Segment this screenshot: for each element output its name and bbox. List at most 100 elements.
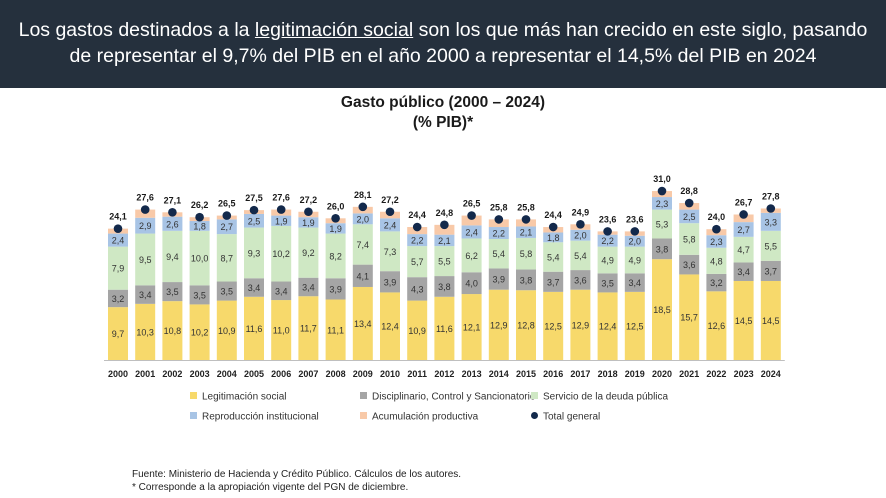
bar-segment-4-2000: [108, 233, 128, 247]
data-label: 2,5: [248, 216, 261, 226]
data-label: 3,7: [547, 277, 560, 287]
legend-label-1: Legitimación social: [202, 392, 287, 403]
bar-segment-3-2024: [760, 230, 781, 261]
bar-segment-2-2006: [271, 281, 292, 301]
x-tick-label: 2006: [271, 369, 291, 379]
bar-segment-2-2016: [543, 271, 564, 292]
bar-segment-2-2023: [733, 262, 754, 281]
data-label: 5,4: [574, 251, 587, 261]
total-marker-2022: [712, 224, 721, 234]
legend-swatch-5: [360, 412, 367, 419]
data-label: 12,4: [381, 322, 399, 332]
total-label: 31,0: [653, 174, 671, 184]
bar-segment-1-2003: [189, 304, 210, 360]
legend-label-2: Disciplinario, Control y Sancionatorio: [372, 392, 536, 403]
bar-segment-4-2001: [135, 217, 156, 234]
total-marker-2019: [630, 227, 640, 236]
bar-segment-3-2022: [706, 247, 727, 274]
bar-segment-3-2006: [271, 225, 292, 282]
total-label: 27,8: [762, 191, 780, 201]
data-label: 10,9: [408, 326, 426, 336]
data-label: 5,5: [765, 241, 778, 251]
total-marker-2024: [766, 204, 776, 213]
data-label: 3,4: [629, 278, 642, 288]
bar-segment-1-2022: [706, 291, 727, 360]
bar-segment-1-2011: [407, 300, 428, 360]
data-label: 1,8: [547, 233, 560, 243]
data-label: 14,5: [735, 316, 753, 326]
total-marker-2008: [331, 214, 340, 223]
bar-segment-4-2005: [244, 213, 264, 228]
bar-segment-3-2017: [570, 240, 591, 271]
chart-title: Gasto público (2000 – 2024): [340, 94, 546, 111]
data-label: 2,1: [438, 236, 451, 246]
data-label: 3,9: [493, 275, 506, 285]
bar-segment-1-2024: [760, 280, 781, 360]
data-label: 12,1: [463, 323, 481, 333]
data-label: 3,3: [765, 217, 778, 227]
total-label: 27,2: [381, 195, 399, 205]
legend-swatch-3: [531, 392, 538, 399]
total-label: 27,6: [136, 193, 154, 203]
headline-highlight-link[interactable]: legitimación social: [254, 19, 414, 41]
bar-segment-3-2007: [298, 227, 319, 278]
x-tick-label: 2024: [761, 369, 781, 379]
legend-swatch-2: [360, 392, 367, 399]
data-label: 3,4: [737, 267, 750, 277]
data-label: 9,3: [248, 248, 261, 258]
data-label: 12,5: [626, 321, 644, 331]
bar-segment-1-2005: [244, 296, 264, 360]
bar-segment-1-2000: [108, 307, 128, 360]
chart-footer: Fuente: Ministerio de Hacienda y Crédito…: [132, 468, 461, 494]
bar-segment-2-2008: [325, 278, 346, 300]
x-tick-label: 2021: [679, 369, 699, 379]
data-label: 11,7: [300, 324, 317, 334]
x-tick-label: 2018: [598, 369, 618, 379]
data-label: 5,7: [411, 257, 424, 267]
data-label: 2,1: [520, 228, 533, 238]
bar-segment-3-2015: [516, 237, 536, 270]
total-label: 24,4: [544, 210, 562, 220]
bar-segment-2-2005: [244, 278, 264, 297]
headline-banner: Los gastos destinados a la legitimación …: [0, 0, 886, 88]
total-marker-2023: [739, 210, 748, 219]
data-label: 5,3: [656, 220, 669, 230]
legend-label-5: Acumulación productiva: [372, 412, 479, 423]
data-label: 4,7: [737, 245, 750, 255]
bar-segment-4-2009: [352, 213, 373, 225]
total-marker-2004: [222, 211, 232, 220]
bar-segment-4-2004: [216, 219, 237, 235]
data-label: 2,0: [574, 231, 587, 241]
data-label: 10,3: [136, 327, 154, 337]
data-label: 11,0: [273, 326, 290, 336]
data-label: 4,0: [465, 279, 478, 289]
data-label: 1,9: [275, 216, 288, 226]
data-label: 4,9: [601, 255, 614, 265]
x-tick-label: 2019: [625, 369, 645, 379]
data-label: 5,4: [493, 249, 506, 259]
data-label: 3,6: [574, 275, 587, 285]
bar-segment-1-2014: [488, 289, 509, 360]
data-label: 7,9: [112, 264, 125, 274]
bar-segment-1-2002: [162, 301, 183, 360]
bar-segment-4-2023: [733, 222, 754, 237]
data-label: 10,2: [191, 328, 209, 338]
data-label: 3,5: [601, 278, 614, 288]
total-label: 27,2: [300, 195, 318, 205]
bar-segment-3-2004: [216, 234, 237, 282]
x-tick-label: 2014: [489, 369, 509, 379]
bar-segment-1-2020: [652, 259, 672, 360]
legend-label-3: Servicio de la deuda pública: [543, 392, 669, 403]
total-marker-2002: [168, 208, 177, 217]
bar-segment-2-2022: [706, 273, 727, 292]
data-label: 2,3: [656, 199, 669, 209]
x-tick-label: 2020: [652, 369, 672, 379]
bar-segment-1-2001: [135, 303, 156, 360]
total-label: 24,8: [436, 208, 454, 218]
data-label: 3,6: [683, 260, 696, 270]
data-label: 3,8: [438, 282, 451, 292]
bar-segment-3-2000: [108, 246, 128, 290]
data-label: 4,8: [710, 256, 723, 266]
headline-text-end: son los que más han crecido en este sigl…: [413, 19, 868, 41]
data-label: 13,4: [354, 319, 372, 329]
